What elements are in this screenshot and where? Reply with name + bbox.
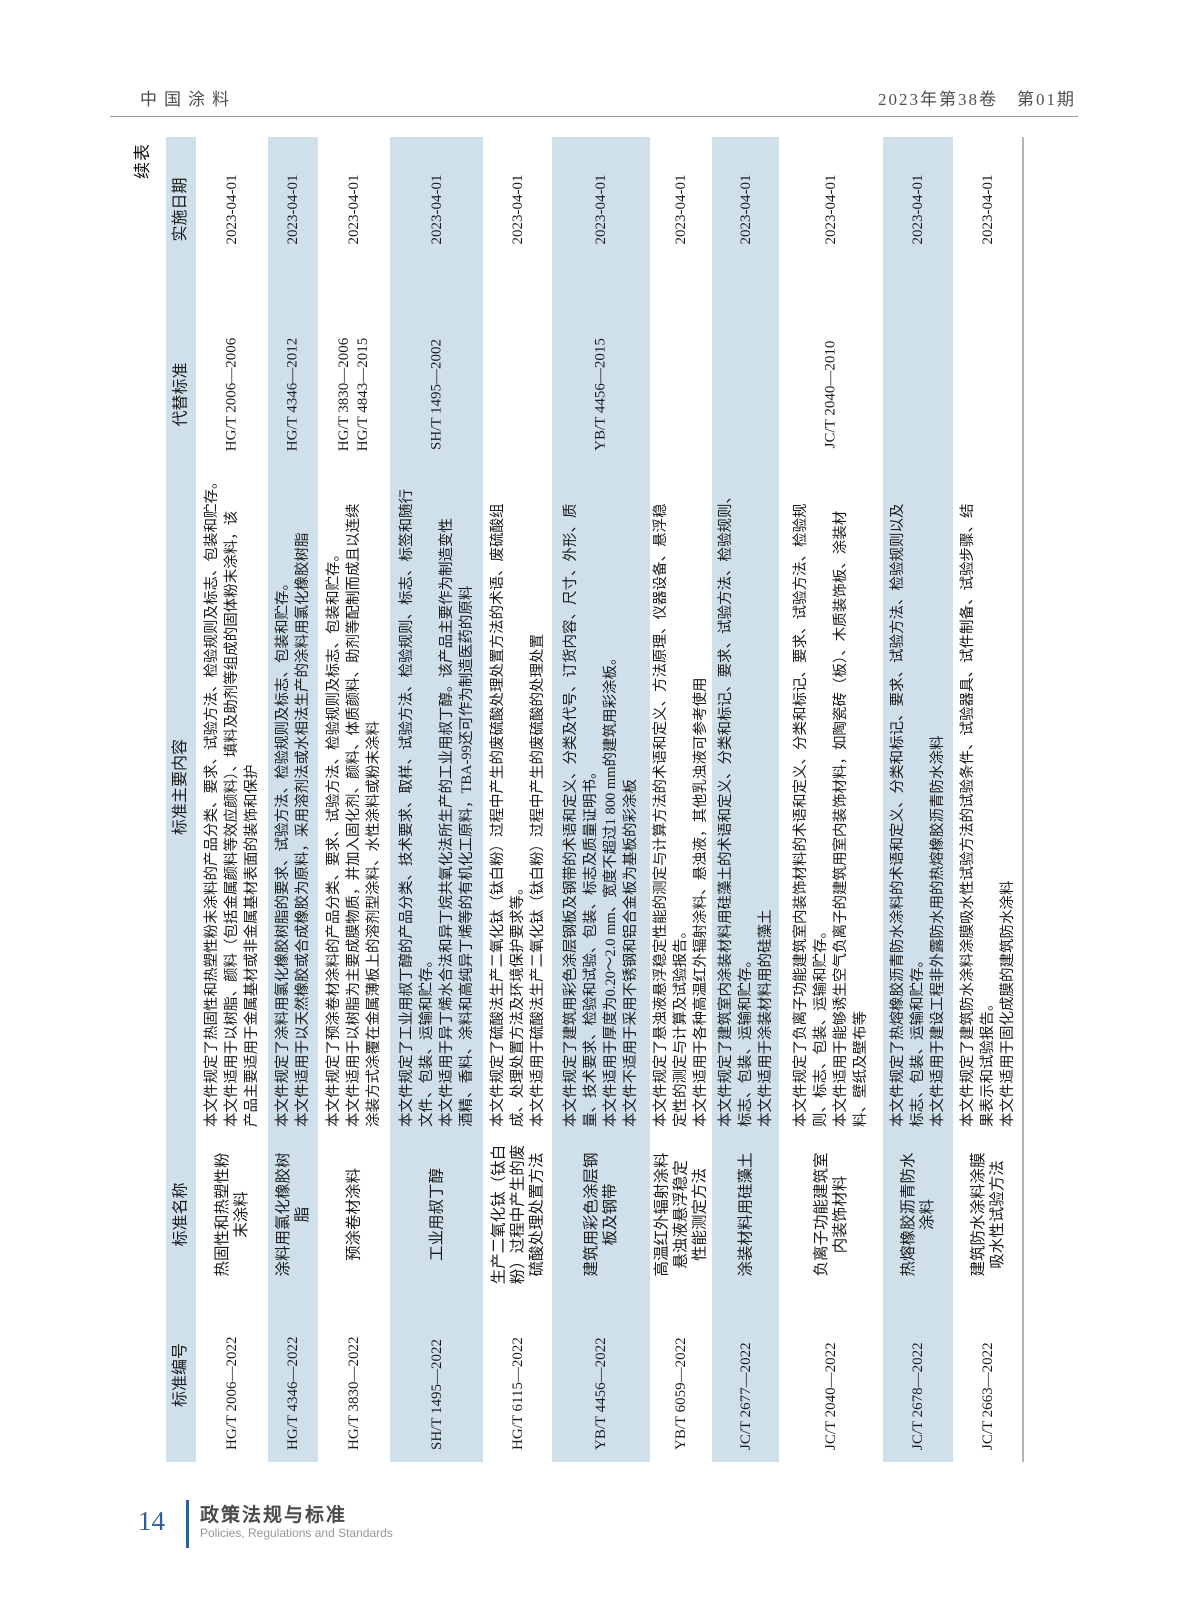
cell-replaced-standard: YB/T 4456—2015 [592, 338, 609, 451]
table-row: HG/T 6115—2022 生产二氧化钛（钛白 粉）过程中产生的废 硫酸处理处置… [483, 137, 552, 1462]
cell-standard-code: JC/T 2040—2022 [823, 1342, 839, 1450]
cell-implementation-date: 2023-04-01 [285, 174, 301, 245]
cell-main-content: 本文件规定了建筑防水涂料涂膜吸水性试验方法的试验条件、试验器具、试件制备、试验步… [959, 503, 1016, 1128]
standards-table: 标准编号 标准名称 标准主要内容 代替标准 实施日期 HG/T 2006—202… [166, 137, 1024, 1462]
table-row: HG/T 3830—2022 预涂卷材涂料 本文件规定了预涂卷材涂料的产品分类、要求… [318, 137, 390, 1462]
cell-standard-code: JC/T 2678—2022 [910, 1342, 926, 1450]
cell-standard-code: HG/T 2006—2022 [224, 1336, 240, 1450]
cell-standard-name: 涂料用氯化橡胶树 脂 [275, 1152, 311, 1277]
column-header-code: 标准编号 [172, 1343, 189, 1408]
footer-divider-bar [186, 1500, 189, 1548]
cell-main-content: 本文件规定了涂料用氯化橡胶树脂的要求、试验方法、检验规则及标志、包装和贮存。 本… [275, 532, 311, 1128]
table-header-row: 标准编号 标准名称 标准主要内容 代替标准 实施日期 [166, 137, 196, 1462]
cell-standard-code: SH/T 1495—2022 [428, 1339, 445, 1450]
page-number: 14 [138, 1506, 165, 1536]
cell-replaced-standard: HG/T 4346—2012 [284, 337, 301, 452]
section-title-en: Policies, Regulations and Standards [200, 1526, 393, 1540]
table-row: YB/T 6059—2022 高温红外辐射涂料 悬浊液悬浮稳定 性能测定方法 本文件… [650, 137, 712, 1462]
cell-standard-name: 涂装材料用硅藻土 [737, 1152, 754, 1277]
cell-standard-name: 工业用叔丁醇 [428, 1168, 445, 1262]
cell-main-content: 本文件规定了建筑室内涂装材料用硅藻土的术语和定义、分类和标记、要求、试验方法、检… [717, 489, 774, 1127]
journal-title: 中国涂料 [140, 90, 236, 109]
cell-replaced-standard: HG/T 3830—2006 HG/T 4843—2015 [336, 337, 371, 452]
cell-implementation-date: 2023-04-01 [593, 174, 609, 245]
column-header-name: 标准名称 [172, 1182, 190, 1247]
table-row: JC/T 2677—2022 涂装材料用硅藻土 本文件规定了建筑室内涂装材料用硅藻土… [712, 137, 779, 1462]
section-title-cn: 政策法规与标准 [200, 1505, 348, 1526]
cell-main-content: 本文件规定了硫酸法生产二氧化钛（钛白粉）过程中产生的废硫酸处理处置方法的术语、废… [489, 503, 546, 1128]
cell-replaced-standard: HG/T 2006—2006 [223, 337, 240, 452]
cell-standard-name: 建筑防水涂料涂膜 吸水性试验方法 [969, 1152, 1006, 1277]
cell-main-content: 本文件规定了热熔橡胶沥青防水涂料的术语和定义、分类和标记、要求、试验方法、检验规… [890, 503, 946, 1128]
cell-standard-code: JC/T 2677—2022 [737, 1342, 754, 1450]
cell-main-content: 本文件规定了负离子功能建筑室内装饰材料的术语和定义、分类和标记、要求、试验方法、… [793, 503, 869, 1128]
cell-standard-name: 高温红外辐射涂料 悬浊液悬浮稳定 性能测定方法 [653, 1152, 709, 1277]
cell-standard-name: 建筑用彩色涂层钢 板及钢带 [583, 1152, 619, 1277]
rotated-table-wrapper: 续表 标准编号 标准名称 标准主要内容 代替标准 实施日期 HG/T 2006—… [133, 137, 1024, 1462]
cell-standard-code: HG/T 3830—2022 [346, 1336, 362, 1450]
table-row: JC/T 2678—2022 热熔橡胶沥青防水 涂料 本文件规定了热熔橡胶沥青防水涂… [883, 137, 953, 1462]
continued-table-label: 续表 [133, 143, 152, 179]
page-header: 中国涂料 2023年第38卷 第01期 [110, 80, 1078, 117]
cell-standard-name: 热熔橡胶沥青防水 涂料 [900, 1152, 936, 1277]
table-row: HG/T 4346—2022 涂料用氯化橡胶树 脂 本文件规定了涂料用氯化橡胶树脂的… [268, 137, 318, 1462]
cell-main-content: 本文件规定了预涂卷材涂料的产品分类、要求、试验方法、检验规则及标志、包装和贮存。… [326, 503, 382, 1128]
cell-implementation-date: 2023-04-01 [224, 174, 240, 245]
table-row: HG/T 2006—2022 热固性和热塑性粉 末涂料 本文件规定了热固性和热塑性粉… [196, 137, 268, 1462]
cell-replaced-standard: SH/T 1495—2002 [428, 339, 444, 450]
cell-standard-code: YB/T 6059—2022 [673, 1337, 689, 1450]
cell-implementation-date: 2023-04-01 [346, 174, 362, 245]
cell-main-content: 本文件规定了热固性和热塑性粉末涂料的产品分类、要求、试验方法、检验规则及标志、包… [204, 474, 260, 1128]
cell-implementation-date: 2023-04-01 [823, 174, 839, 245]
table-row: JC/T 2663—2022 建筑防水涂料涂膜 吸水性试验方法 本文件规定了建筑防水… [953, 137, 1022, 1462]
cell-implementation-date: 2023-04-01 [509, 174, 526, 245]
cell-standard-name: 生产二氧化钛（钛白 粉）过程中产生的废 硫酸处理处置方法 [490, 1144, 545, 1285]
cell-standard-code: YB/T 4456—2022 [593, 1337, 609, 1450]
cell-standard-code: JC/T 2663—2022 [979, 1342, 996, 1450]
column-header-date: 实施日期 [172, 177, 189, 242]
cell-replaced-standard: JC/T 2040—2010 [822, 340, 839, 449]
cell-implementation-date: 2023-04-01 [673, 174, 689, 245]
issue-info: 2023年第38卷 第01期 [878, 90, 1076, 109]
cell-standard-code: HG/T 4346—2022 [285, 1336, 301, 1450]
cell-standard-name: 预涂卷材涂料 [345, 1168, 363, 1262]
cell-standard-name: 热固性和热塑性粉 末涂料 [214, 1152, 250, 1277]
cell-main-content: 本文件规定了工业用叔丁醇的产品分类、技术要求、取样、试验方法、检验规则、标志、标… [398, 489, 475, 1127]
cell-standard-name: 负离子功能建筑室 内装饰材料 [813, 1152, 849, 1277]
cell-implementation-date: 2023-04-01 [979, 174, 996, 245]
cell-main-content: 本文件规定了建筑用彩色涂层钢板及钢带的术语和定义、分类及代号、订货内容、尺寸、外… [563, 503, 639, 1128]
cell-implementation-date: 2023-04-01 [428, 174, 445, 245]
cell-standard-code: HG/T 6115—2022 [509, 1337, 526, 1450]
table-row: JC/T 2040—2022 负离子功能建筑室 内装饰材料 本文件规定了负离子功能建… [779, 137, 883, 1462]
column-header-replaces: 代替标准 [172, 362, 190, 427]
cell-implementation-date: 2023-04-01 [910, 174, 926, 245]
cell-implementation-date: 2023-04-01 [737, 174, 754, 245]
cell-main-content: 本文件规定了悬浊液悬浮稳定性能的测定与计算方法的术语和定义、方法原理、仪器设备、… [653, 503, 709, 1128]
column-header-content: 标准主要内容 [172, 739, 189, 836]
table-row: SH/T 1495—2022 工业用叔丁醇 本文件规定了工业用叔丁醇的产品分类、技术… [390, 137, 483, 1462]
table-row: YB/T 4456—2022 建筑用彩色涂层钢 板及钢带 本文件规定了建筑用彩色涂层… [552, 137, 650, 1462]
